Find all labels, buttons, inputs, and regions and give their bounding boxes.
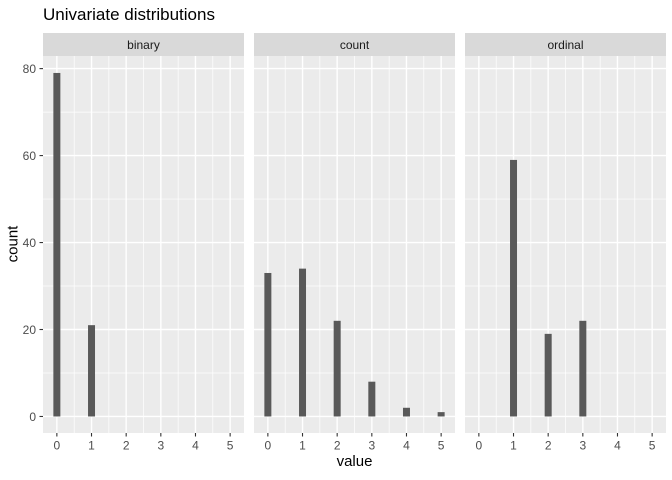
x-tick-label: 2: [334, 439, 341, 453]
bar-ordinal-x2: [544, 333, 552, 417]
x-tick-label: 1: [510, 439, 517, 453]
x-tick-label: 5: [438, 439, 445, 453]
x-tick-label: 0: [54, 439, 61, 453]
y-tick-label: 20: [23, 323, 37, 337]
bar-count-x2: [333, 320, 341, 417]
y-tick-label: 80: [23, 62, 37, 76]
facet-binary: binary 0 1 2 3 4 5: [43, 33, 244, 453]
x-tick-label: 4: [614, 439, 621, 453]
facet-strip: [465, 33, 666, 56]
bar-count-x3: [368, 381, 376, 417]
bar-count-x4: [402, 407, 410, 417]
x-axis-title: value: [336, 453, 373, 470]
x-tick-label: 4: [403, 439, 410, 453]
bar-ordinal-x1: [510, 159, 518, 417]
y-axis-title: count: [4, 225, 22, 263]
facet-strip-label: count: [340, 38, 370, 52]
facet-strip: [43, 33, 244, 56]
x-tick-label: 4: [192, 439, 199, 453]
bar-binary-x0: [53, 72, 61, 417]
x-tick-label: 3: [579, 439, 586, 453]
facet-strip-label: binary: [127, 38, 160, 52]
bar-ordinal-x3: [579, 320, 587, 417]
y-tick-label: 60: [23, 149, 37, 163]
facet-strip-label: ordinal: [547, 38, 583, 52]
y-tick-label: 40: [23, 236, 37, 250]
x-tick-label: 2: [123, 439, 130, 453]
x-tick-label: 5: [227, 439, 234, 453]
x-tick-label: 2: [545, 439, 552, 453]
facet-count: count 0 1 2 3 4 5: [254, 33, 455, 453]
chart-title: Univariate distributions: [43, 5, 215, 24]
x-tick-label: 1: [299, 439, 306, 453]
y-tick-label: 0: [29, 410, 36, 424]
bar-binary-x1: [88, 325, 96, 417]
x-tick-label: 0: [476, 439, 483, 453]
x-tick-label: 3: [157, 439, 164, 453]
x-tick-label: 1: [88, 439, 95, 453]
x-tick-label: 0: [265, 439, 272, 453]
bar-count-x1: [299, 268, 307, 417]
bar-count-x0: [264, 272, 272, 417]
x-tick-label: 3: [368, 439, 375, 453]
x-tick-label: 5: [649, 439, 656, 453]
facet-ordinal: ordinal 0 1 2 3 4 5: [465, 33, 666, 453]
bar-count-x5: [437, 412, 445, 417]
facet-strip: [254, 33, 455, 56]
